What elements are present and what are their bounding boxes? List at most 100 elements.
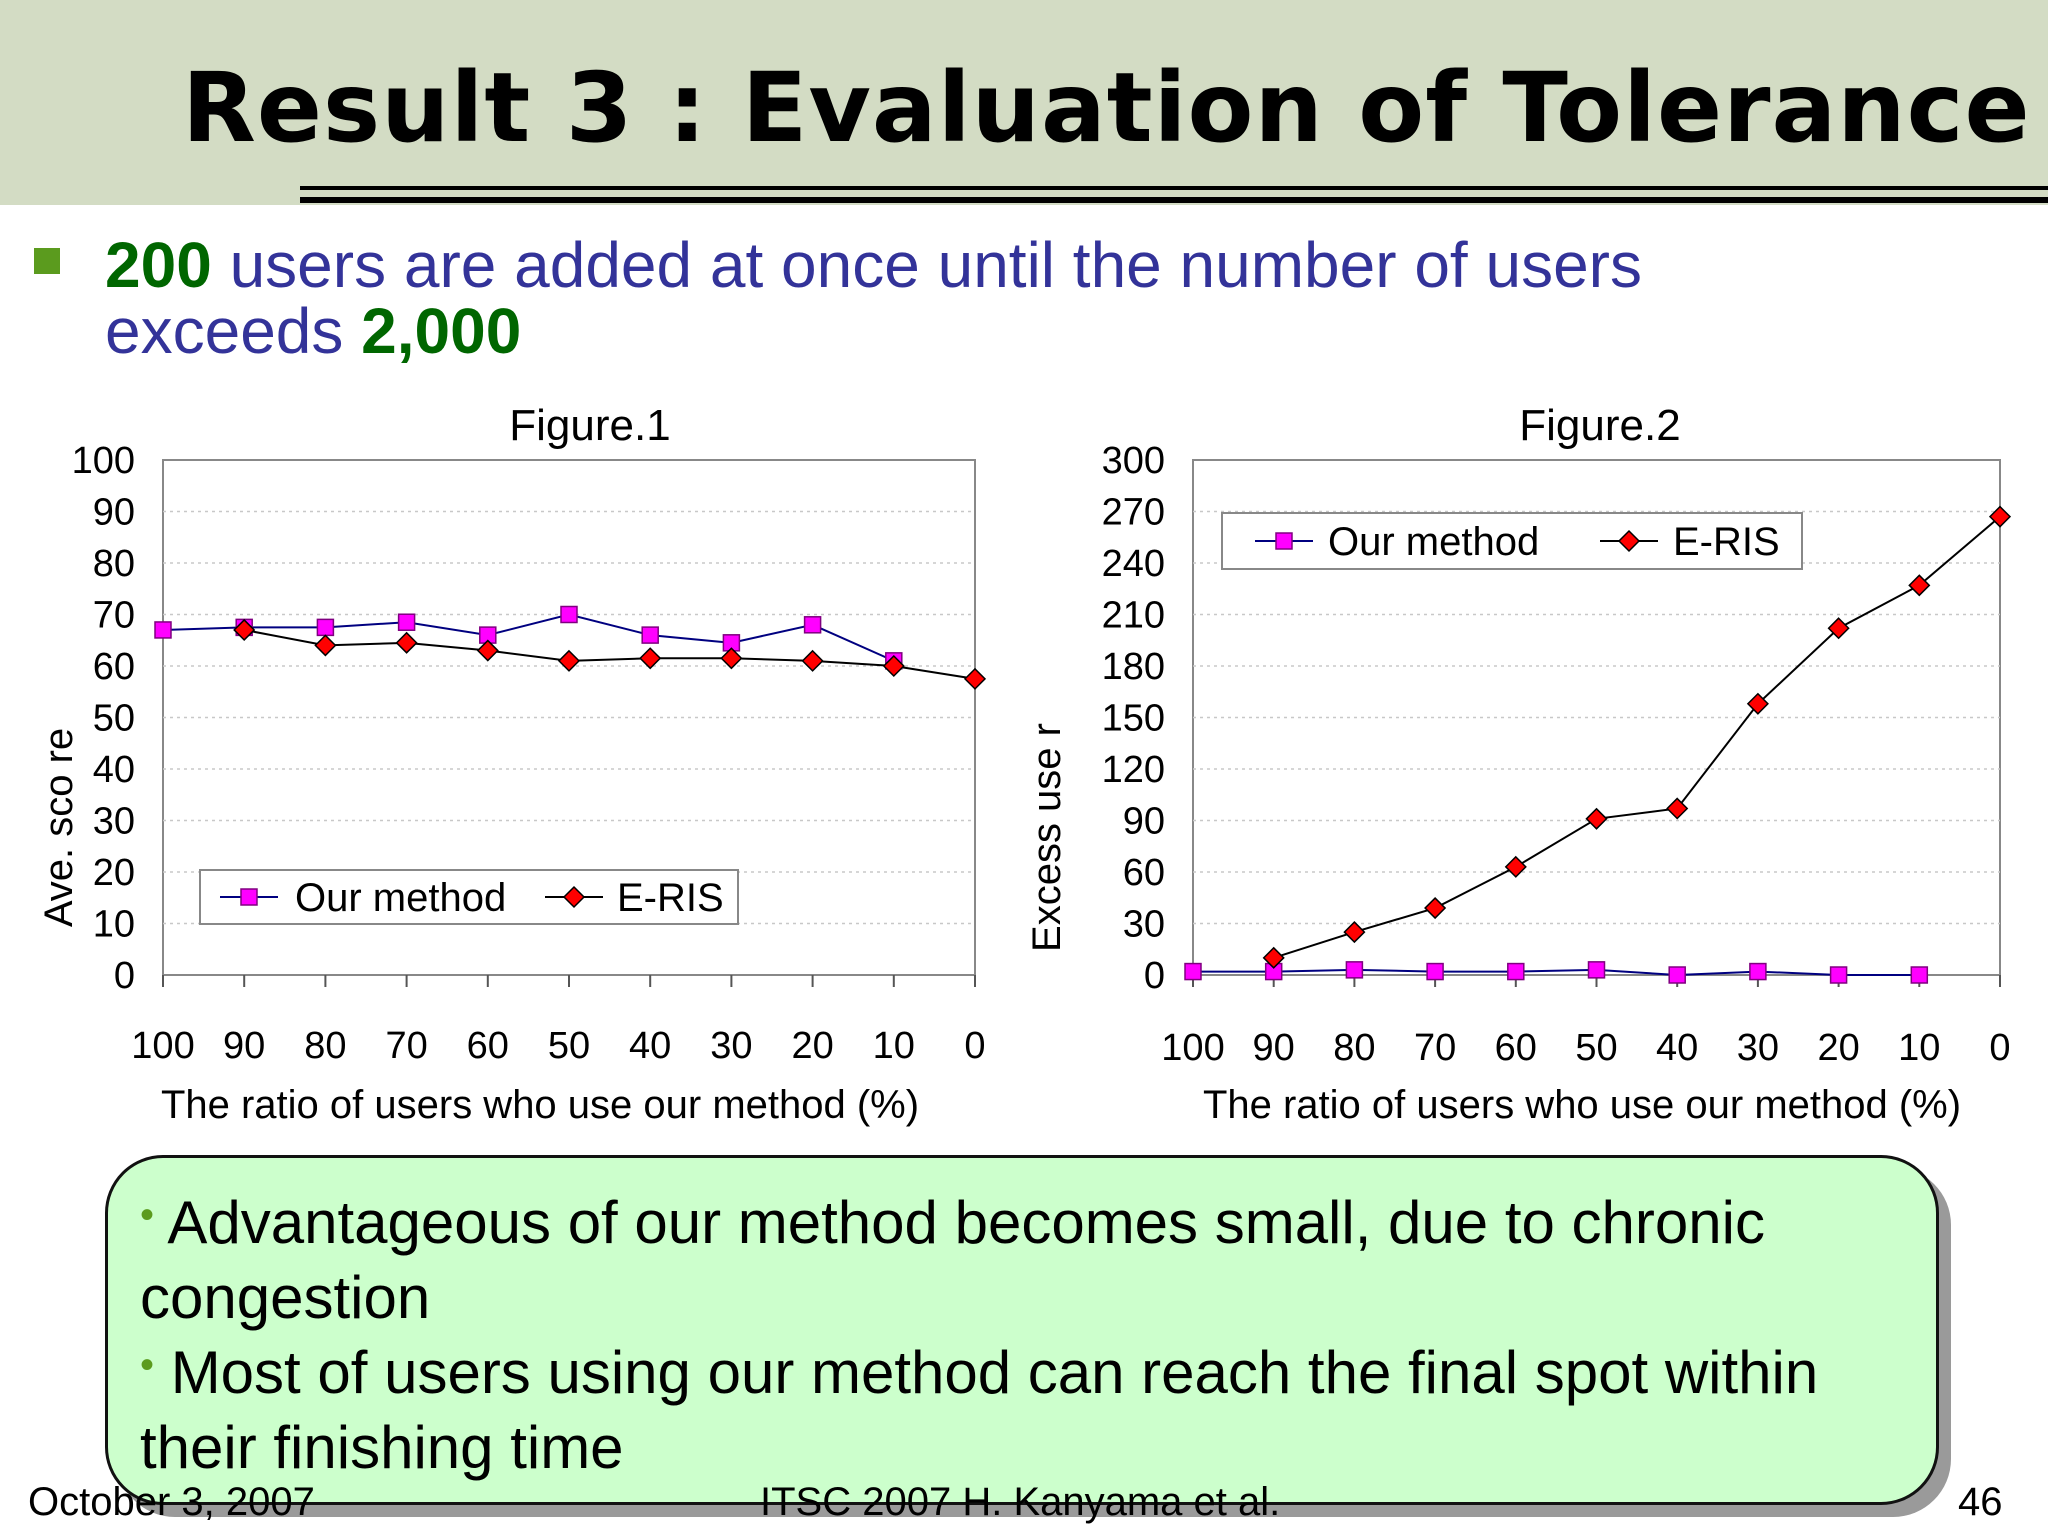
x-tick-label: 100 (131, 1025, 194, 1067)
x-tick-label: 50 (548, 1025, 590, 1067)
data-point-our-method (803, 616, 822, 634)
x-tick-label: 60 (467, 1025, 509, 1067)
conclusion-item-text: Most of users using our method can reach… (140, 1339, 1819, 1481)
x-tick-label: 80 (1333, 1027, 1375, 1069)
legend-marker-e-ris (1617, 529, 1641, 553)
footer-date: October 3, 2007 (28, 1480, 315, 1524)
y-tick-label: 300 (1102, 440, 1165, 482)
data-point-our-method (1426, 962, 1444, 981)
data-point-e-ris (882, 654, 905, 678)
data-point-e-ris (1827, 617, 1850, 640)
y-tick-label: 90 (93, 492, 135, 534)
series-line-our-method (162, 613, 895, 662)
legend-box (199, 869, 739, 925)
x-axis-label: The ratio of users who use our method (%… (161, 1083, 919, 1127)
x-tick-label: 60 (1495, 1027, 1537, 1069)
data-point-e-ris (1908, 574, 1931, 597)
data-point-our-method (1749, 962, 1767, 981)
x-tick-label: 20 (791, 1025, 833, 1067)
y-tick-label: 10 (93, 904, 135, 946)
series-line-e-ris (244, 628, 976, 680)
y-tick-label: 210 (1102, 595, 1165, 637)
conclusion-item-text: Advantageous of our method becomes small… (140, 1189, 1765, 1331)
data-point-e-ris (1746, 692, 1769, 715)
data-point-our-method (560, 605, 578, 624)
x-tick-label: 30 (710, 1025, 752, 1067)
y-tick-label: 80 (93, 543, 135, 585)
bullet-sentence: users are added at once until the number… (105, 229, 1642, 367)
x-tick-label: 40 (629, 1025, 671, 1067)
legend-label: Our method (295, 876, 506, 920)
x-tick-label: 70 (385, 1025, 427, 1067)
legend-marker-our-method (240, 888, 258, 906)
y-tick-label: 0 (1144, 955, 1165, 997)
data-point-e-ris (1666, 797, 1689, 820)
x-tick-label: 10 (873, 1025, 915, 1067)
data-point-e-ris (801, 649, 824, 672)
x-tick-label: 90 (223, 1025, 265, 1067)
data-point-our-method (641, 626, 659, 644)
x-tick-label: 50 (1575, 1027, 1617, 1069)
title-rule-thin (300, 186, 2048, 190)
y-tick-label: 150 (1102, 698, 1165, 740)
footer-page-number: 46 (1958, 1480, 2003, 1524)
chart-title: Figure.1 (509, 401, 670, 450)
square-bullet-icon (34, 248, 60, 274)
legend-label: E-RIS (617, 876, 724, 920)
dot-bullet-icon: • (140, 1343, 155, 1387)
data-point-e-ris (557, 649, 581, 672)
data-point-e-ris (395, 631, 418, 654)
x-tick-label: 30 (1737, 1027, 1779, 1069)
y-tick-label: 30 (93, 801, 135, 843)
data-point-our-method (1587, 961, 1606, 979)
x-tick-label: 0 (964, 1025, 985, 1067)
y-axis-label: Excess use r (1025, 723, 1069, 952)
title-bar (0, 0, 2048, 205)
data-point-e-ris (476, 639, 499, 662)
y-tick-label: 90 (1123, 801, 1165, 843)
main-bullet: 200 users are added at once until the nu… (105, 232, 1805, 364)
data-point-e-ris (233, 618, 256, 642)
data-point-e-ris (1504, 855, 1527, 878)
data-point-our-method (316, 618, 335, 637)
y-tick-label: 60 (93, 646, 135, 688)
data-point-e-ris (639, 647, 662, 670)
y-axis-label: Ave. sco re (37, 728, 81, 927)
x-tick-label: 20 (1817, 1027, 1859, 1069)
conclusion-text: • Advantageous of our method becomes sma… (140, 1185, 1920, 1485)
y-tick-label: 240 (1102, 543, 1165, 585)
x-tick-label: 90 (1253, 1027, 1295, 1069)
legend-box (1221, 512, 1803, 570)
title-rule-thick (300, 197, 2048, 203)
data-point-our-method (154, 621, 172, 639)
x-tick-label: 0 (1989, 1027, 2010, 1069)
y-tick-label: 0 (114, 955, 135, 997)
slide-title: Result 3 : Evaluation of Tolerance (182, 52, 2031, 164)
data-point-our-method (1345, 961, 1364, 979)
user-increment-value: 200 (105, 229, 212, 301)
legend-marker-e-ris (562, 885, 586, 909)
data-point-e-ris (720, 647, 743, 670)
x-tick-label: 70 (1414, 1027, 1456, 1069)
series-line-our-method (1193, 968, 1920, 977)
y-tick-label: 120 (1102, 749, 1165, 791)
data-point-e-ris (1262, 946, 1285, 969)
data-point-e-ris (314, 634, 337, 657)
data-point-our-method (1668, 966, 1686, 984)
legend-label: Our method (1328, 520, 1539, 564)
y-tick-label: 20 (93, 852, 135, 894)
user-limit-value: 2,000 (361, 295, 522, 367)
y-tick-label: 180 (1102, 646, 1165, 688)
legend-marker-our-method (1275, 532, 1293, 550)
data-point-our-method (1829, 966, 1848, 984)
y-tick-label: 40 (93, 749, 135, 791)
data-point-our-method (1507, 962, 1525, 981)
data-point-e-ris (1424, 896, 1447, 920)
y-tick-label: 270 (1102, 492, 1165, 534)
data-point-our-method (397, 613, 416, 631)
y-tick-label: 30 (1123, 904, 1165, 946)
y-tick-label: 60 (1123, 852, 1165, 894)
footer-center: ITSC 2007 H. Kanyama et al. (760, 1480, 1281, 1524)
y-tick-label: 70 (93, 595, 135, 637)
dot-bullet-icon: • (140, 1193, 155, 1237)
